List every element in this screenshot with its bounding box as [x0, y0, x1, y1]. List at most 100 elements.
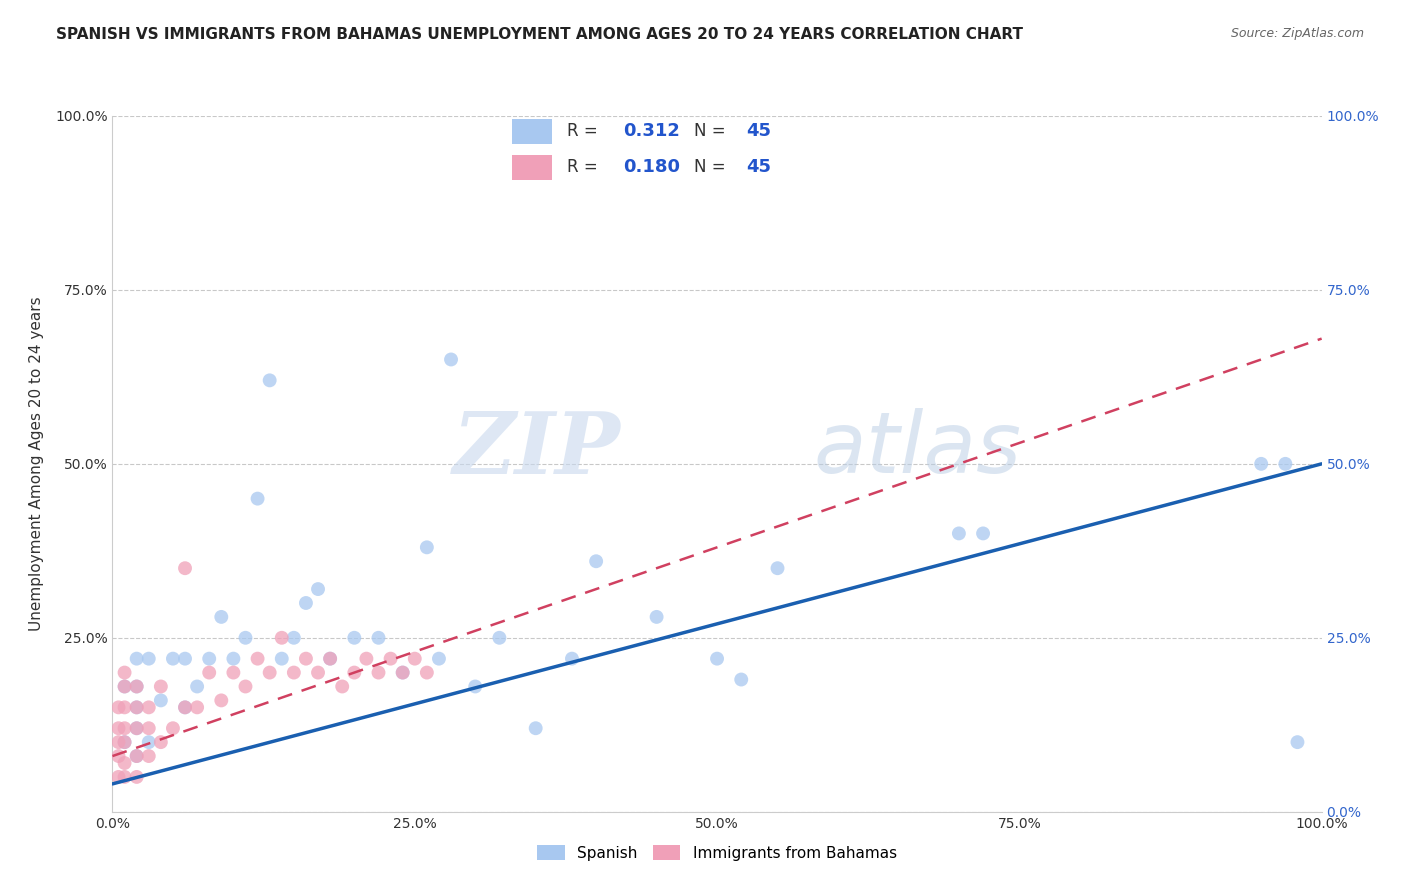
Text: 0.180: 0.180 — [623, 158, 681, 176]
Legend: Spanish, Immigrants from Bahamas: Spanish, Immigrants from Bahamas — [531, 838, 903, 867]
Point — [246, 651, 269, 665]
Point — [464, 680, 486, 694]
Point — [198, 651, 221, 665]
Point — [114, 665, 136, 680]
Point — [107, 770, 129, 784]
Point — [391, 665, 413, 680]
Point — [138, 721, 160, 735]
Point — [246, 491, 269, 506]
Text: ZIP: ZIP — [453, 409, 620, 491]
Point — [343, 665, 366, 680]
Point — [125, 651, 148, 665]
Text: Source: ZipAtlas.com: Source: ZipAtlas.com — [1230, 27, 1364, 40]
Point — [367, 665, 389, 680]
Point — [174, 700, 197, 714]
Point — [235, 631, 257, 645]
Point — [1250, 457, 1272, 471]
Point — [162, 651, 184, 665]
Point — [319, 651, 342, 665]
Point — [259, 373, 281, 387]
Point — [356, 651, 378, 665]
Point — [107, 700, 129, 714]
Point — [186, 700, 208, 714]
Point — [270, 631, 292, 645]
Point — [174, 651, 197, 665]
Point — [259, 665, 281, 680]
Point — [174, 700, 197, 714]
Point — [149, 693, 172, 707]
Point — [125, 770, 148, 784]
Point — [107, 735, 129, 749]
Text: R =: R = — [567, 158, 598, 176]
Point — [114, 770, 136, 784]
Point — [222, 651, 245, 665]
Text: SPANISH VS IMMIGRANTS FROM BAHAMAS UNEMPLOYMENT AMONG AGES 20 TO 24 YEARS CORREL: SPANISH VS IMMIGRANTS FROM BAHAMAS UNEMP… — [56, 27, 1024, 42]
Point — [149, 735, 172, 749]
Point — [107, 749, 129, 764]
Point — [114, 680, 136, 694]
Text: N =: N = — [695, 158, 725, 176]
Point — [114, 700, 136, 714]
Point — [307, 582, 329, 596]
Point — [138, 700, 160, 714]
FancyBboxPatch shape — [512, 119, 551, 145]
FancyBboxPatch shape — [512, 154, 551, 179]
Point — [186, 680, 208, 694]
Point — [209, 610, 232, 624]
Y-axis label: Unemployment Among Ages 20 to 24 years: Unemployment Among Ages 20 to 24 years — [30, 296, 44, 632]
Point — [307, 665, 329, 680]
Point — [283, 631, 305, 645]
Point — [343, 631, 366, 645]
Point — [149, 680, 172, 694]
Point — [440, 352, 463, 367]
Point — [645, 610, 668, 624]
Point — [114, 680, 136, 694]
Point — [114, 756, 136, 770]
Point — [295, 651, 318, 665]
Text: 0.312: 0.312 — [623, 122, 679, 140]
Text: 45: 45 — [747, 122, 772, 140]
Point — [766, 561, 789, 575]
Point — [295, 596, 318, 610]
Point — [972, 526, 994, 541]
Point — [270, 651, 292, 665]
Point — [125, 749, 148, 764]
Text: N =: N = — [695, 122, 725, 140]
Point — [319, 651, 342, 665]
Point — [404, 651, 426, 665]
Point — [125, 700, 148, 714]
Point — [138, 735, 160, 749]
Point — [283, 665, 305, 680]
Point — [125, 721, 148, 735]
Point — [427, 651, 450, 665]
Text: atlas: atlas — [814, 409, 1022, 491]
Text: R =: R = — [567, 122, 598, 140]
Point — [330, 680, 353, 694]
Point — [174, 561, 197, 575]
Point — [367, 631, 389, 645]
Point — [706, 651, 728, 665]
Point — [125, 680, 148, 694]
Point — [948, 526, 970, 541]
Point — [125, 680, 148, 694]
Point — [488, 631, 510, 645]
Point — [114, 735, 136, 749]
Point — [585, 554, 607, 568]
Point — [391, 665, 413, 680]
Point — [107, 721, 129, 735]
Point — [125, 721, 148, 735]
Point — [125, 700, 148, 714]
Point — [1286, 735, 1309, 749]
Point — [138, 651, 160, 665]
Point — [222, 665, 245, 680]
Point — [416, 541, 439, 555]
Point — [380, 651, 402, 665]
Point — [1274, 457, 1296, 471]
Point — [162, 721, 184, 735]
Point — [198, 665, 221, 680]
Point — [524, 721, 547, 735]
Point — [125, 749, 148, 764]
Point — [416, 665, 439, 680]
Point — [561, 651, 583, 665]
Point — [114, 721, 136, 735]
